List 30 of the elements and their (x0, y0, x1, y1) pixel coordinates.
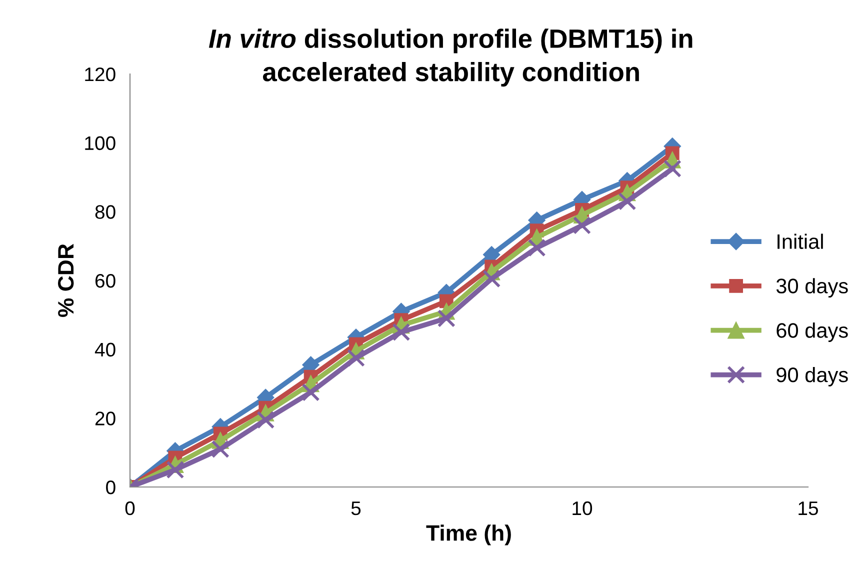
chart-title: In vitro dissolution profile (DBMT15) in accelerated stability condition (208, 28, 692, 87)
point (572, 216, 592, 234)
point (482, 270, 501, 288)
point (528, 238, 546, 257)
y-tick-label: 60 (95, 274, 116, 288)
y-tick-label: 100 (85, 136, 116, 150)
point (392, 323, 410, 342)
point (302, 383, 320, 402)
y-tick-label: 120 (85, 67, 116, 82)
legend-label: 60 days (776, 322, 848, 342)
point (437, 309, 456, 328)
y-tick-label: 0 (106, 480, 116, 494)
x-axis-title: Time (h) (426, 524, 511, 546)
x-tick-label: 10 (572, 501, 592, 516)
legend-label: Initial (778, 234, 823, 250)
x-tick-label: 15 (798, 502, 818, 516)
point (346, 348, 366, 367)
point (663, 160, 682, 178)
legend-label: 30 days (776, 278, 848, 298)
point (166, 460, 184, 479)
y-tick-label: 20 (95, 412, 116, 426)
y-axis-title: % CDR (58, 244, 74, 317)
point (618, 192, 636, 210)
x-tick-label: 0 (125, 501, 135, 516)
x-tick-label: 5 (351, 502, 361, 516)
y-tick-label: 40 (94, 342, 116, 357)
legend-label: 90 days (776, 366, 848, 386)
point (256, 410, 275, 429)
y-tick-label: 80 (95, 205, 116, 219)
point (211, 440, 230, 458)
